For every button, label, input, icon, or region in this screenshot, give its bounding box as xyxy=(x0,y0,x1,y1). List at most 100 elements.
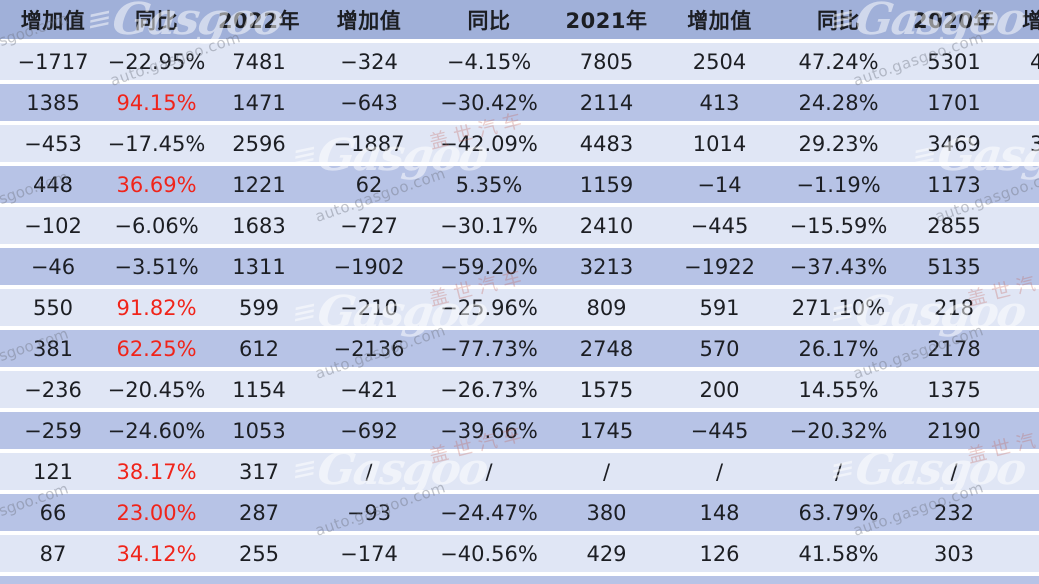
table-cell: 5135 xyxy=(927,254,981,279)
table-cell: −20.32% xyxy=(789,418,888,443)
table-row: −236 −20.45% 1154 −421 −26.73% 1575 200 14.55% 1… xyxy=(0,371,1039,412)
table-cell: 91.82% xyxy=(116,295,197,320)
table-cell: 63.79% xyxy=(798,500,879,525)
table-cell xyxy=(1008,576,1039,584)
column-header: 2022年 xyxy=(218,8,300,33)
table-cell: 1173 xyxy=(927,172,981,197)
table-row: −46 −3.51% 1311 −1902 −59.20% 3213 −1922 −37.43… xyxy=(0,248,1039,289)
table-cell: / xyxy=(715,459,724,484)
table-cell: −102 xyxy=(24,213,82,238)
table-row: 381 62.25% 612 −2136 −77.73% 2748 570 26.17% 217… xyxy=(0,330,1039,371)
table-cell: −17.45% xyxy=(107,131,206,156)
table-cell: −1902 xyxy=(333,254,405,279)
table-cell: −30.42% xyxy=(440,90,538,115)
table-cell: −24.60% xyxy=(107,418,206,443)
table-cell: 1154 xyxy=(232,377,286,402)
table-cell: −59.20% xyxy=(440,254,538,279)
table-cell: −445 xyxy=(690,418,749,443)
table-cell: 148 xyxy=(699,500,740,525)
table-cell: 1375 xyxy=(927,377,981,402)
table-cell: 3213 xyxy=(579,254,634,279)
table-cell: 1701 xyxy=(927,90,981,115)
table-cell: 7805 xyxy=(579,49,634,74)
table-cell: −1887 xyxy=(333,131,405,156)
table-cell: −46 xyxy=(30,254,76,279)
table-cell: 1311 xyxy=(232,254,286,279)
table-cell: 271.10% xyxy=(791,295,886,320)
column-header: 增加值 xyxy=(687,8,752,33)
table-cell: 5301 xyxy=(927,49,981,74)
table-cell xyxy=(1008,166,1039,203)
table-row: −259 −24.60% 1053 −692 −39.66% 1745 −445 −20.32… xyxy=(0,412,1039,453)
table-cell: / xyxy=(834,459,843,484)
table-cell: −26.73% xyxy=(440,377,538,402)
table-cell xyxy=(427,576,551,584)
table-cell: 2596 xyxy=(232,131,286,156)
table-cell: −1.19% xyxy=(796,172,881,197)
table-cell: / xyxy=(485,459,493,484)
table-cell: −236 xyxy=(24,377,82,402)
table-cell: 612 xyxy=(238,336,280,361)
table-cell: −3.51% xyxy=(114,254,199,279)
column-header: 2020年 xyxy=(913,8,995,33)
table-cell: 570 xyxy=(699,336,740,361)
table-cell: 1221 xyxy=(232,172,286,197)
table-cell: −445 xyxy=(690,213,749,238)
column-header: 同比 xyxy=(467,8,511,33)
table-cell: 29.23% xyxy=(798,131,879,156)
table-cell: 23.00% xyxy=(116,500,197,525)
column-header: 同比 xyxy=(135,8,178,33)
table-cell: 87 xyxy=(39,541,67,566)
table-cell xyxy=(0,576,106,584)
table-cell: 413 xyxy=(699,90,740,115)
table-cell: 1159 xyxy=(579,172,634,197)
table-cell: 380 xyxy=(586,500,627,525)
table-cell: 2855 xyxy=(927,213,981,238)
table-body: −1717 −22.95% 7481 −324 −4.15% 7805 2504 47.24%… xyxy=(0,43,1039,584)
table-cell: −37.43% xyxy=(789,254,888,279)
table-cell: 591 xyxy=(699,295,740,320)
table-cell: 550 xyxy=(32,295,74,320)
table-cell: 429 xyxy=(586,541,627,566)
table-cell: −210 xyxy=(340,295,398,320)
table-cell: 4483 xyxy=(579,131,634,156)
table-cell: 599 xyxy=(238,295,280,320)
table-cell: 2504 xyxy=(692,49,747,74)
table-cell: 317 xyxy=(238,459,280,484)
table-cell: 4 xyxy=(1030,49,1039,74)
table-row: −1717 −22.95% 7481 −324 −4.15% 7805 2504 47.24%… xyxy=(0,43,1039,84)
table-cell: 126 xyxy=(699,541,740,566)
table-cell xyxy=(1008,330,1039,367)
table-cell: 47.24% xyxy=(798,49,879,74)
table-cell: −421 xyxy=(340,377,398,402)
table-cell: −15.59% xyxy=(789,213,888,238)
table-row: 66 23.00% 287 −93 −24.47% 380 148 63.79% 232 xyxy=(0,494,1039,535)
table-cell: 1575 xyxy=(579,377,634,402)
table-cell: −1717 xyxy=(17,49,89,74)
table-cell: −25.96% xyxy=(440,295,538,320)
table-cell: 26.17% xyxy=(798,336,879,361)
table-cell: −93 xyxy=(346,500,392,525)
table-cell: 2748 xyxy=(579,336,634,361)
table-cell xyxy=(1008,84,1039,121)
table-cell: 14.55% xyxy=(798,377,879,402)
table-cell xyxy=(311,576,427,584)
table-cell: 121 xyxy=(32,459,74,484)
table-cell: −4.15% xyxy=(446,49,532,74)
table-cell xyxy=(777,576,900,584)
table-cell: 24.28% xyxy=(798,90,879,115)
table-cell: 809 xyxy=(586,295,627,320)
table-cell xyxy=(1008,412,1039,449)
table-cell: 1471 xyxy=(232,90,286,115)
table-cell: −324 xyxy=(340,49,398,74)
table-cell: 34.12% xyxy=(116,541,197,566)
table-cell xyxy=(207,576,311,584)
table-cell: 2114 xyxy=(579,90,634,115)
table-cell: / xyxy=(602,459,611,484)
table-cell: 218 xyxy=(933,295,975,320)
column-header: 增加值 xyxy=(336,8,402,33)
table-cell: / xyxy=(365,459,373,484)
table-cell: 5.35% xyxy=(455,172,523,197)
